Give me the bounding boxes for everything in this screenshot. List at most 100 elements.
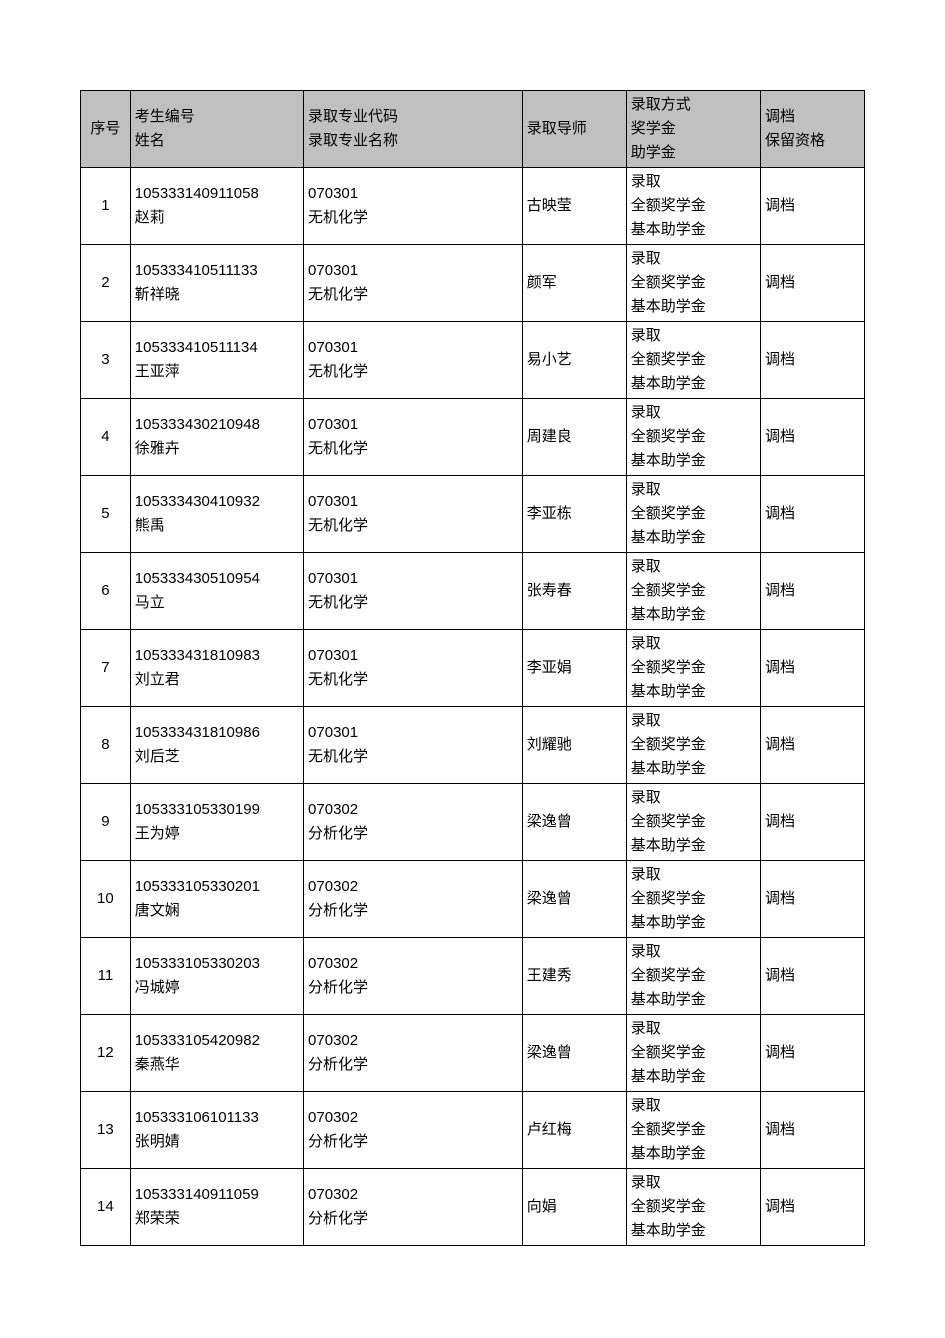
cell-tutor: 向娟 xyxy=(522,1169,626,1246)
cell-name: 105333105330199王为婷 xyxy=(130,784,303,861)
cell-admit: 录取全额奖学金基本助学金 xyxy=(626,861,760,938)
cell-file: 调档 xyxy=(761,707,865,784)
cell-tutor: 梁逸曾 xyxy=(522,861,626,938)
header-admit: 录取方式奖学金助学金 xyxy=(626,91,760,168)
cell-seq: 10 xyxy=(81,861,131,938)
cell-seq: 8 xyxy=(81,707,131,784)
header-tutor: 录取导师 xyxy=(522,91,626,168)
table-row: 12105333105420982秦燕华070302分析化学梁逸曾录取全额奖学金… xyxy=(81,1015,865,1092)
table-row: 2105333410511133靳祥晓070301无机化学颜军录取全额奖学金基本… xyxy=(81,245,865,322)
cell-seq: 6 xyxy=(81,553,131,630)
admission-table: 序号 考生编号姓名 录取专业代码录取专业名称 录取导师 录取方式奖学金助学金 调… xyxy=(80,90,865,1246)
cell-file: 调档 xyxy=(761,1169,865,1246)
cell-major: 070302分析化学 xyxy=(304,784,523,861)
cell-name: 105333430210948徐雅卉 xyxy=(130,399,303,476)
cell-major: 070302分析化学 xyxy=(304,1092,523,1169)
cell-tutor: 刘耀驰 xyxy=(522,707,626,784)
cell-admit: 录取全额奖学金基本助学金 xyxy=(626,1015,760,1092)
cell-name: 105333430410932熊禹 xyxy=(130,476,303,553)
cell-admit: 录取全额奖学金基本助学金 xyxy=(626,784,760,861)
cell-name: 105333431810983刘立君 xyxy=(130,630,303,707)
table-row: 13105333106101133张明婧070302分析化学卢红梅录取全额奖学金… xyxy=(81,1092,865,1169)
table-row: 5105333430410932熊禹070301无机化学李亚栋录取全额奖学金基本… xyxy=(81,476,865,553)
cell-tutor: 颜军 xyxy=(522,245,626,322)
cell-file: 调档 xyxy=(761,938,865,1015)
cell-file: 调档 xyxy=(761,1015,865,1092)
cell-seq: 12 xyxy=(81,1015,131,1092)
cell-major: 070301无机化学 xyxy=(304,630,523,707)
cell-admit: 录取全额奖学金基本助学金 xyxy=(626,1092,760,1169)
table-row: 10105333105330201唐文娴070302分析化学梁逸曾录取全额奖学金… xyxy=(81,861,865,938)
header-file: 调档保留资格 xyxy=(761,91,865,168)
cell-admit: 录取全额奖学金基本助学金 xyxy=(626,630,760,707)
cell-admit: 录取全额奖学金基本助学金 xyxy=(626,168,760,245)
cell-tutor: 古映莹 xyxy=(522,168,626,245)
cell-major: 070302分析化学 xyxy=(304,1015,523,1092)
header-name: 考生编号姓名 xyxy=(130,91,303,168)
cell-name: 105333106101133张明婧 xyxy=(130,1092,303,1169)
cell-tutor: 卢红梅 xyxy=(522,1092,626,1169)
table-body: 1105333140911058赵莉070301无机化学古映莹录取全额奖学金基本… xyxy=(81,168,865,1246)
cell-tutor: 梁逸曾 xyxy=(522,1015,626,1092)
cell-name: 105333140911059郑荣荣 xyxy=(130,1169,303,1246)
cell-name: 105333430510954马立 xyxy=(130,553,303,630)
cell-major: 070301无机化学 xyxy=(304,245,523,322)
table-row: 4105333430210948徐雅卉070301无机化学周建良录取全额奖学金基… xyxy=(81,399,865,476)
cell-admit: 录取全额奖学金基本助学金 xyxy=(626,938,760,1015)
header-major: 录取专业代码录取专业名称 xyxy=(304,91,523,168)
cell-name: 105333105330201唐文娴 xyxy=(130,861,303,938)
table-row: 9105333105330199王为婷070302分析化学梁逸曾录取全额奖学金基… xyxy=(81,784,865,861)
table-row: 1105333140911058赵莉070301无机化学古映莹录取全额奖学金基本… xyxy=(81,168,865,245)
cell-tutor: 梁逸曾 xyxy=(522,784,626,861)
cell-name: 105333431810986刘后芝 xyxy=(130,707,303,784)
cell-seq: 4 xyxy=(81,399,131,476)
cell-seq: 5 xyxy=(81,476,131,553)
cell-file: 调档 xyxy=(761,322,865,399)
cell-major: 070301无机化学 xyxy=(304,553,523,630)
cell-file: 调档 xyxy=(761,1092,865,1169)
table-row: 11105333105330203冯城婷070302分析化学王建秀录取全额奖学金… xyxy=(81,938,865,1015)
table-row: 3105333410511134王亚萍070301无机化学易小艺录取全额奖学金基… xyxy=(81,322,865,399)
cell-file: 调档 xyxy=(761,399,865,476)
cell-seq: 9 xyxy=(81,784,131,861)
cell-seq: 1 xyxy=(81,168,131,245)
cell-name: 105333105420982秦燕华 xyxy=(130,1015,303,1092)
cell-name: 105333105330203冯城婷 xyxy=(130,938,303,1015)
cell-major: 070301无机化学 xyxy=(304,168,523,245)
cell-admit: 录取全额奖学金基本助学金 xyxy=(626,245,760,322)
cell-seq: 7 xyxy=(81,630,131,707)
cell-file: 调档 xyxy=(761,168,865,245)
cell-major: 070301无机化学 xyxy=(304,322,523,399)
cell-major: 070301无机化学 xyxy=(304,707,523,784)
cell-admit: 录取全额奖学金基本助学金 xyxy=(626,707,760,784)
cell-tutor: 周建良 xyxy=(522,399,626,476)
cell-admit: 录取全额奖学金基本助学金 xyxy=(626,399,760,476)
cell-tutor: 易小艺 xyxy=(522,322,626,399)
cell-major: 070301无机化学 xyxy=(304,476,523,553)
header-seq: 序号 xyxy=(81,91,131,168)
cell-seq: 2 xyxy=(81,245,131,322)
cell-admit: 录取全额奖学金基本助学金 xyxy=(626,322,760,399)
table-row: 7105333431810983刘立君070301无机化学李亚娟录取全额奖学金基… xyxy=(81,630,865,707)
cell-admit: 录取全额奖学金基本助学金 xyxy=(626,476,760,553)
cell-file: 调档 xyxy=(761,861,865,938)
cell-tutor: 李亚娟 xyxy=(522,630,626,707)
cell-major: 070302分析化学 xyxy=(304,938,523,1015)
cell-tutor: 张寿春 xyxy=(522,553,626,630)
cell-file: 调档 xyxy=(761,245,865,322)
table-header: 序号 考生编号姓名 录取专业代码录取专业名称 录取导师 录取方式奖学金助学金 调… xyxy=(81,91,865,168)
cell-name: 105333410511133靳祥晓 xyxy=(130,245,303,322)
cell-admit: 录取全额奖学金基本助学金 xyxy=(626,1169,760,1246)
cell-tutor: 王建秀 xyxy=(522,938,626,1015)
cell-file: 调档 xyxy=(761,553,865,630)
cell-name: 105333410511134王亚萍 xyxy=(130,322,303,399)
cell-major: 070302分析化学 xyxy=(304,861,523,938)
cell-admit: 录取全额奖学金基本助学金 xyxy=(626,553,760,630)
table-row: 6105333430510954马立070301无机化学张寿春录取全额奖学金基本… xyxy=(81,553,865,630)
cell-seq: 11 xyxy=(81,938,131,1015)
cell-major: 070302分析化学 xyxy=(304,1169,523,1246)
cell-major: 070301无机化学 xyxy=(304,399,523,476)
table-row: 8105333431810986刘后芝070301无机化学刘耀驰录取全额奖学金基… xyxy=(81,707,865,784)
cell-seq: 13 xyxy=(81,1092,131,1169)
cell-seq: 3 xyxy=(81,322,131,399)
